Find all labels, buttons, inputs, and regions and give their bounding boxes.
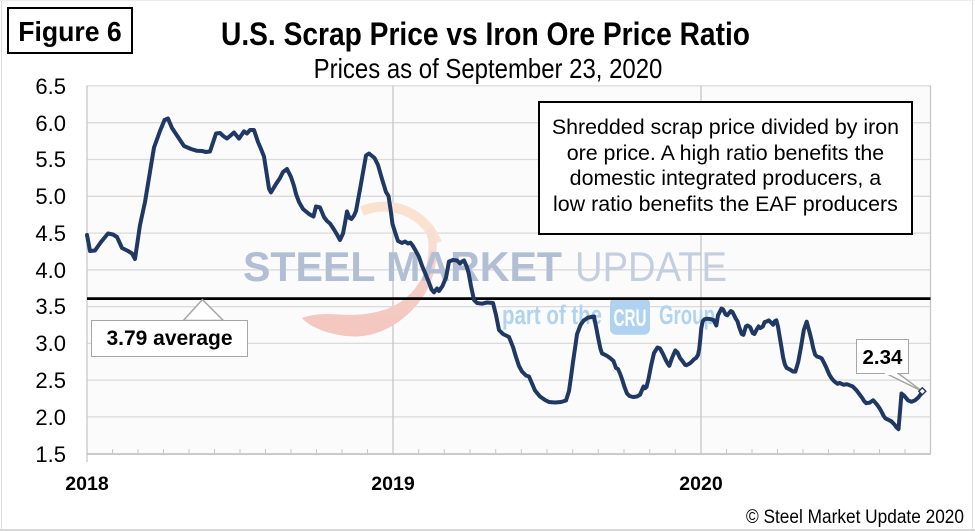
svg-text:STEEL MARKET: STEEL MARKET <box>243 243 562 290</box>
svg-text:UPDATE: UPDATE <box>575 243 727 290</box>
svg-text:Group: Group <box>659 300 715 330</box>
svg-text:CRU: CRU <box>614 305 647 332</box>
svg-text:part of the: part of the <box>502 300 602 330</box>
